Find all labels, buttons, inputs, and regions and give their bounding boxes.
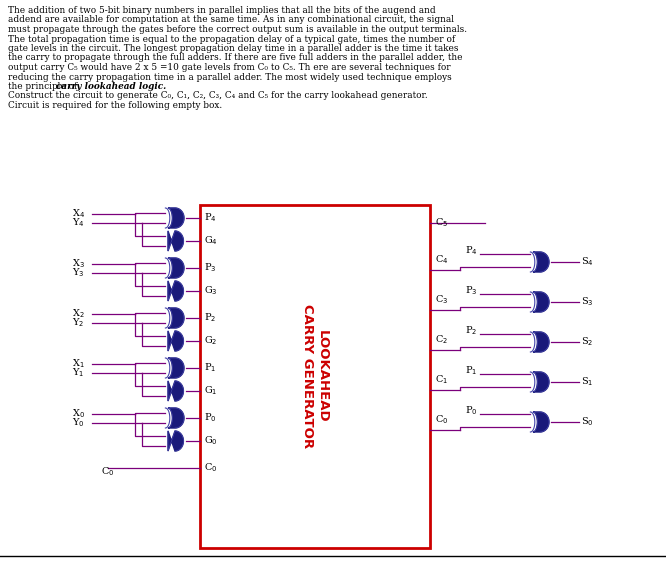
Text: S$_4$: S$_4$ xyxy=(581,256,594,269)
Polygon shape xyxy=(168,308,184,328)
Polygon shape xyxy=(168,258,184,278)
Text: S$_2$: S$_2$ xyxy=(581,336,593,348)
Text: P$_3$: P$_3$ xyxy=(465,285,478,297)
Text: S$_3$: S$_3$ xyxy=(581,296,593,309)
Text: the principle of: the principle of xyxy=(8,82,80,91)
Text: Y$_4$: Y$_4$ xyxy=(72,217,85,229)
Text: X$_1$: X$_1$ xyxy=(72,358,85,370)
Text: C$_4$: C$_4$ xyxy=(435,253,448,266)
Text: Y$_0$: Y$_0$ xyxy=(72,417,85,430)
Text: Y$_3$: Y$_3$ xyxy=(72,267,85,279)
Polygon shape xyxy=(168,231,183,251)
Text: S$_1$: S$_1$ xyxy=(581,376,593,388)
Text: G$_2$: G$_2$ xyxy=(204,334,217,347)
Polygon shape xyxy=(168,358,184,378)
Text: P$_4$: P$_4$ xyxy=(465,244,478,257)
Text: P$_2$: P$_2$ xyxy=(204,311,216,324)
Text: The total propagation time is equal to the propagation delay of a typical gate, : The total propagation time is equal to t… xyxy=(8,34,455,43)
Text: Y$_2$: Y$_2$ xyxy=(72,316,84,329)
Text: P$_3$: P$_3$ xyxy=(204,262,216,274)
Text: P$_2$: P$_2$ xyxy=(465,325,478,337)
Text: carry lookahead logic.: carry lookahead logic. xyxy=(56,82,166,91)
Text: P$_1$: P$_1$ xyxy=(465,365,478,377)
Polygon shape xyxy=(168,431,183,451)
Text: reducing the carry propagation time in a parallel adder. The most widely used te: reducing the carry propagation time in a… xyxy=(8,73,452,82)
Text: Y$_1$: Y$_1$ xyxy=(72,367,85,379)
Polygon shape xyxy=(168,281,183,301)
Text: LOOKAHEAD
CARRY GENERATOR: LOOKAHEAD CARRY GENERATOR xyxy=(302,305,328,449)
Text: output carry C₅ would have 2 x 5 =10 gate levels from C₀ to C₅. Th ere are sever: output carry C₅ would have 2 x 5 =10 gat… xyxy=(8,63,451,72)
Polygon shape xyxy=(533,292,549,312)
Text: X$_2$: X$_2$ xyxy=(72,307,85,320)
Text: Construct the circuit to generate C₀, C₁, C₂, C₃, C₄ and C₅ for the carry lookah: Construct the circuit to generate C₀, C₁… xyxy=(8,92,428,101)
Text: G$_0$: G$_0$ xyxy=(204,435,218,448)
Text: X$_0$: X$_0$ xyxy=(72,408,85,421)
Text: must propagate through the gates before the correct output sum is available in t: must propagate through the gates before … xyxy=(8,25,467,34)
Text: The addition of two 5-bit binary numbers in parallel implies that all the bits o: The addition of two 5-bit binary numbers… xyxy=(8,6,436,15)
Text: P$_0$: P$_0$ xyxy=(204,412,216,425)
Polygon shape xyxy=(168,408,184,428)
Text: C$_0$: C$_0$ xyxy=(101,466,115,479)
Text: the carry to propagate through the full adders. If there are five full adders in: the carry to propagate through the full … xyxy=(8,53,462,62)
Text: X$_4$: X$_4$ xyxy=(72,208,85,220)
Text: X$_3$: X$_3$ xyxy=(72,258,85,270)
Text: P$_0$: P$_0$ xyxy=(465,405,478,417)
Polygon shape xyxy=(533,372,549,392)
Text: C$_3$: C$_3$ xyxy=(435,293,448,306)
Polygon shape xyxy=(168,208,184,228)
Text: C$_2$: C$_2$ xyxy=(435,333,448,346)
Polygon shape xyxy=(168,331,183,351)
Polygon shape xyxy=(533,412,549,432)
Text: C$_0$: C$_0$ xyxy=(204,462,218,475)
Text: G$_1$: G$_1$ xyxy=(204,385,218,397)
Text: G$_4$: G$_4$ xyxy=(204,235,218,247)
Text: S$_0$: S$_0$ xyxy=(581,415,593,428)
Bar xyxy=(200,205,430,548)
Polygon shape xyxy=(533,252,549,272)
Text: C$_5$: C$_5$ xyxy=(435,217,448,229)
Text: P$_4$: P$_4$ xyxy=(204,212,216,225)
Text: P$_1$: P$_1$ xyxy=(204,361,216,374)
Polygon shape xyxy=(168,381,183,401)
Text: Circuit is required for the following empty box.: Circuit is required for the following em… xyxy=(8,101,222,110)
Text: addend are available for computation at the same time. As in any combinational c: addend are available for computation at … xyxy=(8,16,454,25)
Text: G$_3$: G$_3$ xyxy=(204,285,218,297)
Text: C$_1$: C$_1$ xyxy=(435,373,448,386)
Text: C$_0$: C$_0$ xyxy=(435,413,448,426)
Polygon shape xyxy=(533,332,549,352)
Text: gate levels in the circuit. The longest propagation delay time in a parallel add: gate levels in the circuit. The longest … xyxy=(8,44,458,53)
